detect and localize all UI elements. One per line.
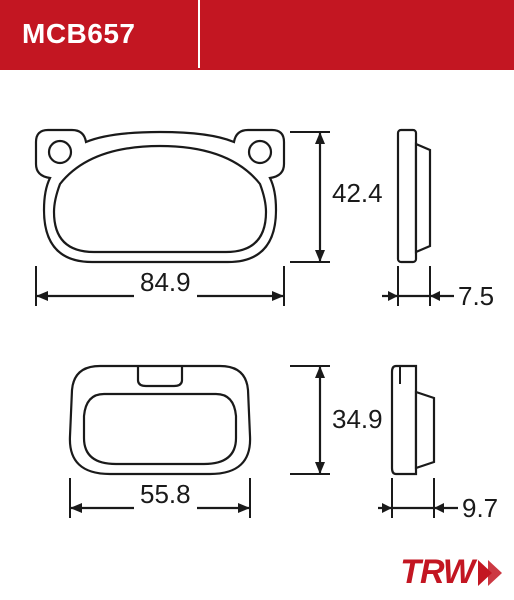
label-top-height: 42.4 <box>332 178 383 209</box>
pad-bottom-side <box>388 354 458 494</box>
brand-arrows-icon <box>476 556 504 590</box>
brand-text: TRW <box>400 553 474 592</box>
brand-logo: TRW <box>400 553 504 592</box>
product-code: MCB657 <box>22 18 135 50</box>
label-bot-height: 34.9 <box>332 404 383 435</box>
pad-top-front <box>30 120 290 280</box>
header-title-box: MCB657 <box>0 0 200 68</box>
diagram-canvas: 42.4 84.9 7.5 <box>0 70 514 600</box>
label-bot-width: 55.8 <box>134 479 197 510</box>
pad-top-side <box>392 120 452 280</box>
header-bar <box>200 0 514 68</box>
label-top-width: 84.9 <box>134 267 197 298</box>
label-top-thick: 7.5 <box>458 281 494 312</box>
pad-bottom-front <box>60 354 260 494</box>
label-bot-thick: 9.7 <box>462 493 498 524</box>
